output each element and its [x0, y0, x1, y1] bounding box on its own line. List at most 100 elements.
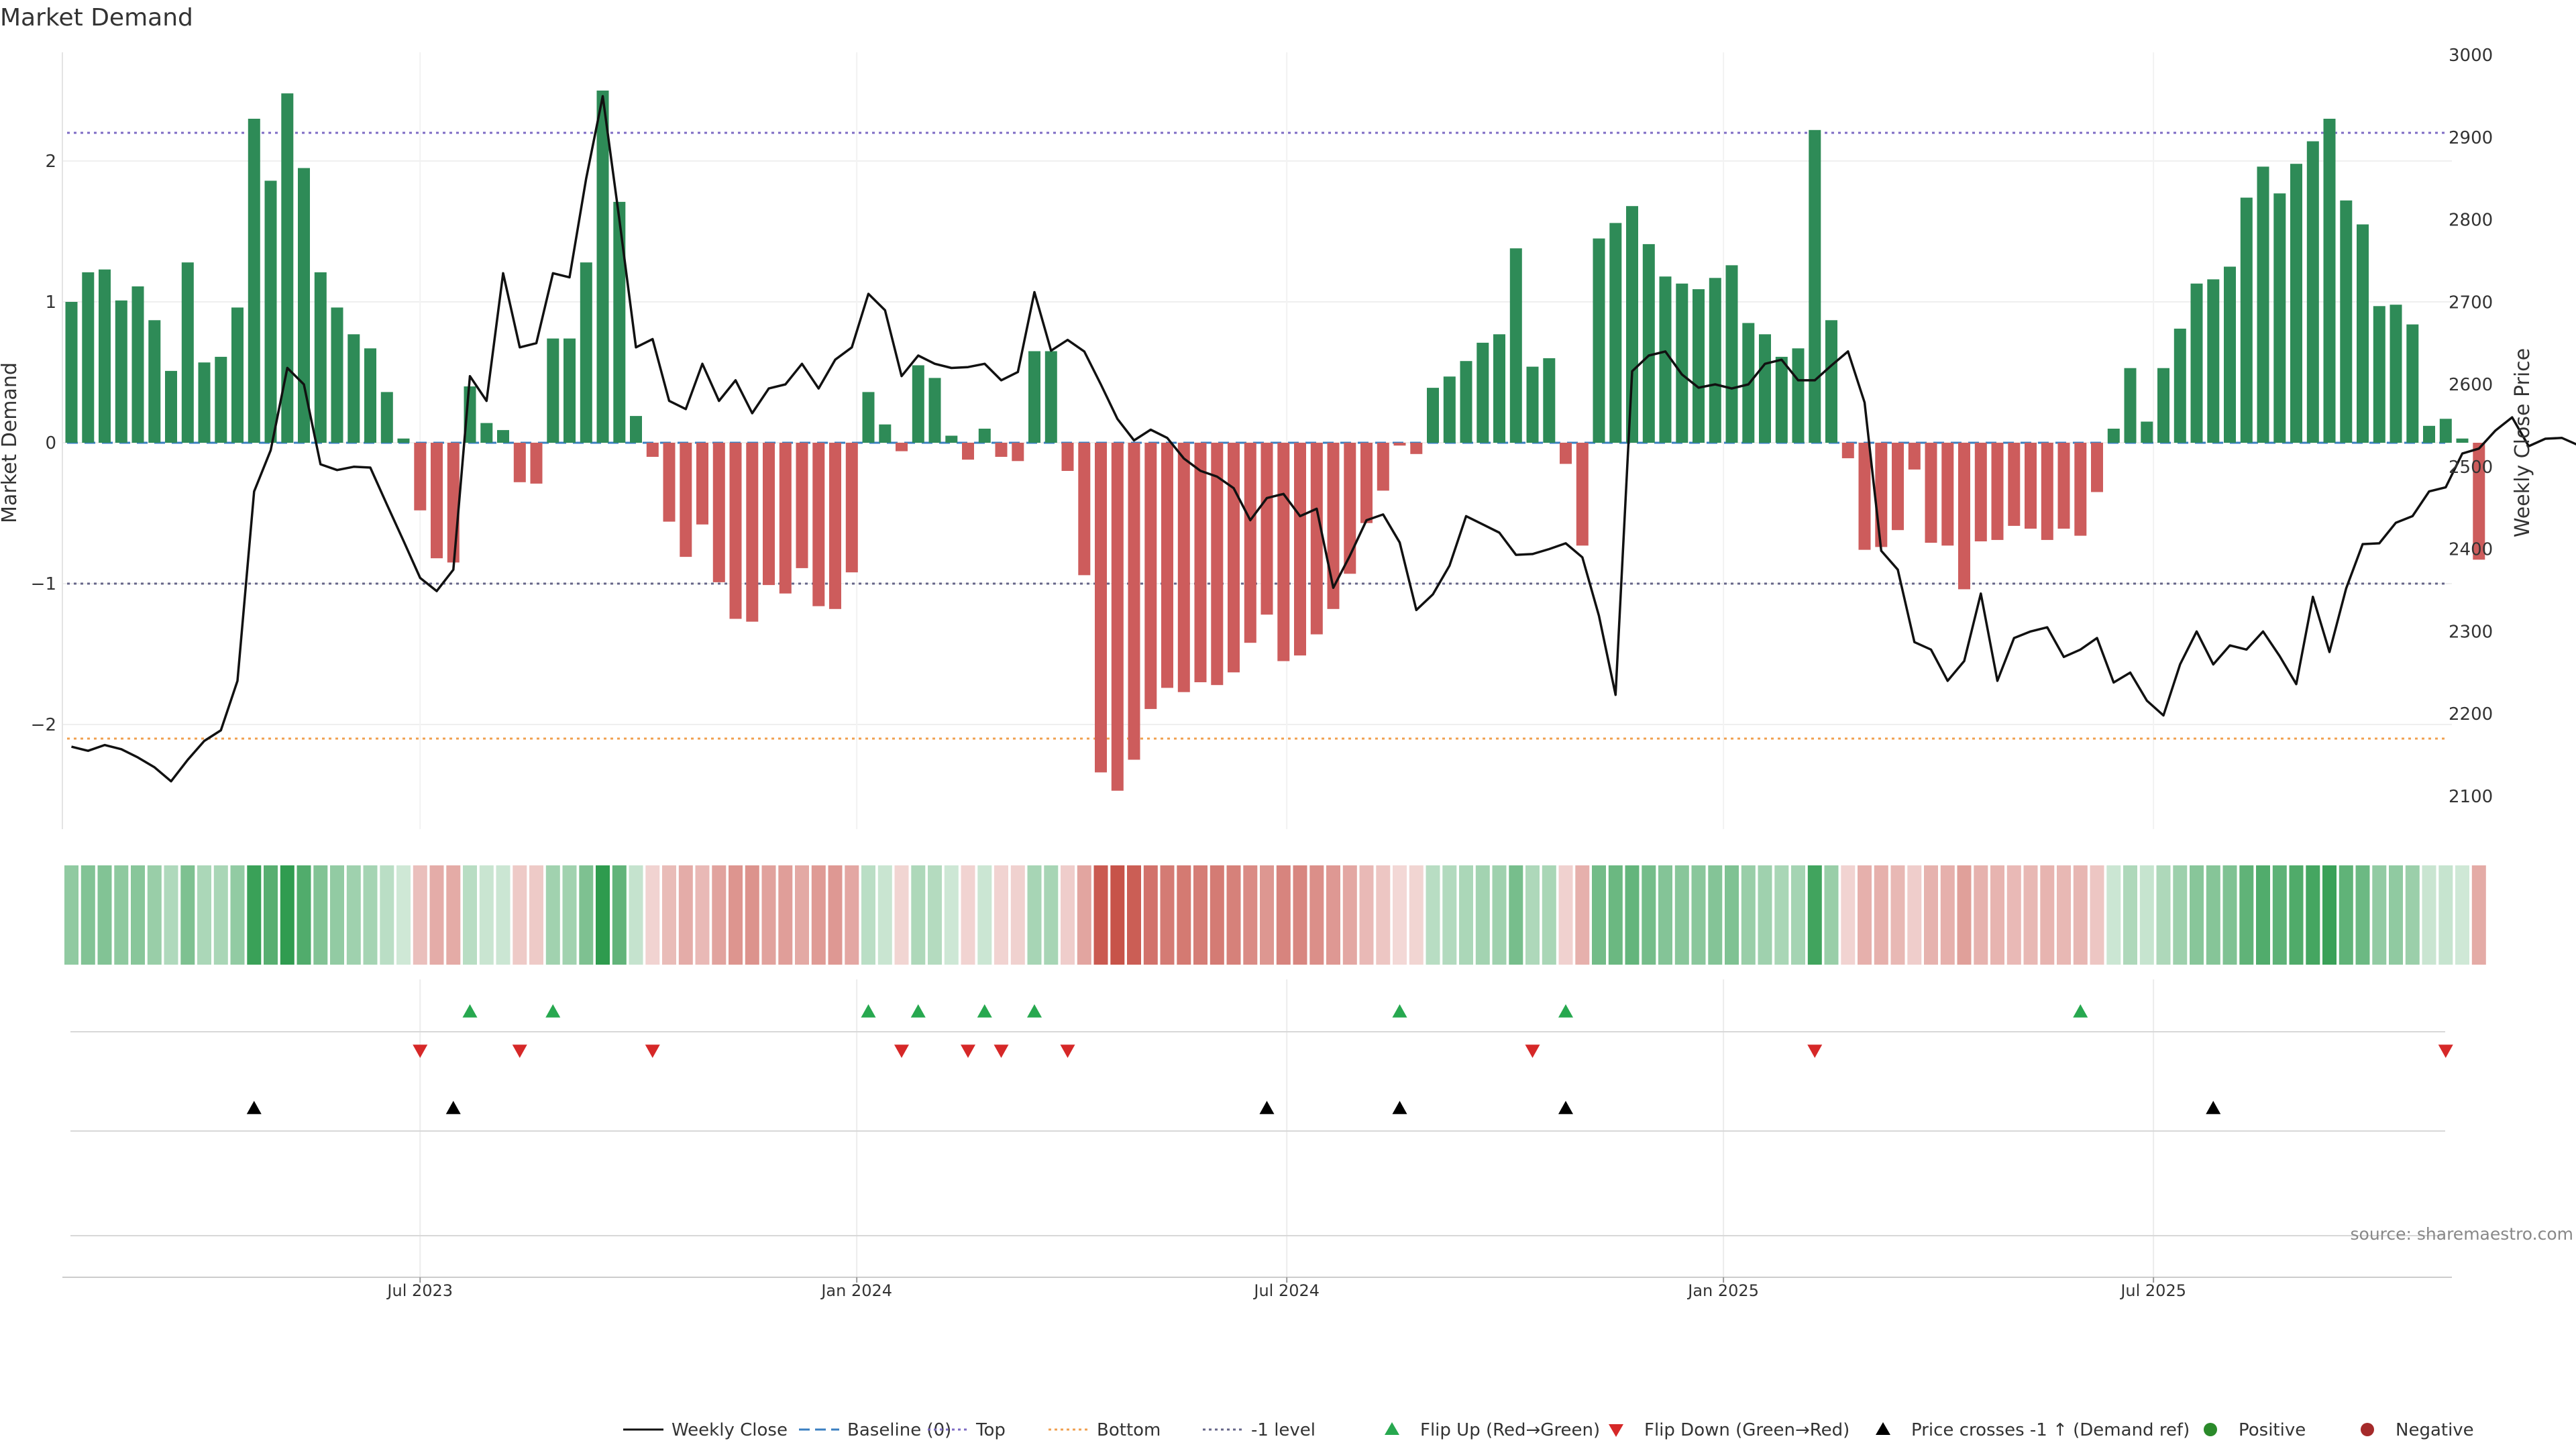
legend-label: Negative [2396, 1420, 2474, 1440]
legend-item: Bottom [1049, 1420, 1161, 1440]
intensity-cell [147, 865, 162, 965]
demand-bar [1061, 443, 1074, 471]
intensity-cell [678, 865, 693, 965]
demand-bar [862, 392, 875, 443]
intensity-cell [911, 865, 926, 965]
demand-bar [912, 365, 924, 443]
intensity-cell [1708, 865, 1723, 965]
demand-bar [1393, 443, 1406, 446]
intensity-cell [1110, 865, 1125, 965]
demand-bar [1460, 361, 1472, 443]
demand-bar [1543, 358, 1556, 443]
demand-bar [397, 438, 410, 443]
intensity-cell [164, 865, 178, 965]
intensity-cell [1010, 865, 1025, 965]
demand-bar [215, 356, 227, 443]
right-y-ticks: 3000 2900 2800 2700 2600 2500 2400 2300 2200 2100 [2449, 46, 2493, 807]
flip-up-marker [1027, 1004, 1042, 1018]
legend-swatch [2361, 1423, 2374, 1436]
demand-bar [1360, 443, 1373, 523]
legend-label: -1 level [1251, 1420, 1316, 1440]
intensity-cell [1741, 865, 1756, 965]
demand-bar [2439, 419, 2452, 443]
intensity-cell [1642, 865, 1656, 965]
intensity-cell [1791, 865, 1805, 965]
demand-bars [65, 91, 2485, 791]
price-cross-marker [2206, 1101, 2221, 1114]
intensity-cell [2057, 865, 2071, 965]
intensity-cell [2206, 865, 2220, 965]
intensity-cell [2006, 865, 2021, 965]
intensity-cell [2106, 865, 2121, 965]
demand-bar [596, 91, 609, 443]
intensity-cell [629, 865, 643, 965]
demand-bar [65, 302, 78, 443]
demand-bar [2141, 421, 2153, 443]
intensity-cell [1127, 865, 1141, 965]
intensity-cell [1442, 865, 1457, 965]
intensity-cell [944, 865, 959, 965]
intensity-cell [1177, 865, 1191, 965]
demand-bar [2157, 368, 2169, 443]
legend-item: Positive [2204, 1420, 2306, 1440]
demand-bar [1427, 388, 1439, 443]
demand-bar [1327, 443, 1340, 609]
flip-up-marker [1558, 1004, 1573, 1018]
intensity-cell [2023, 865, 2038, 965]
demand-bar [1260, 443, 1273, 615]
intensity-cell [778, 865, 793, 965]
x-tick-label: Jul 2025 [2119, 1281, 2186, 1300]
intensity-cell [645, 865, 660, 965]
demand-bar [1775, 356, 1788, 443]
intensity-cell [1475, 865, 1490, 965]
demand-bar [1377, 443, 1389, 491]
chart-title: Market Demand [0, 4, 193, 32]
intensity-cell [579, 865, 594, 965]
demand-bar [2473, 443, 2485, 560]
demand-intensity-band [64, 865, 2486, 965]
demand-bar [1576, 443, 1589, 546]
intensity-cell [2190, 865, 2204, 965]
demand-bar [1825, 320, 1837, 443]
intensity-cell [1957, 865, 1972, 965]
intensity-cell [845, 865, 859, 965]
intensity-cell [2389, 865, 2403, 965]
intensity-cell [479, 865, 494, 965]
demand-bar [2257, 166, 2269, 443]
price-cross-marker [1259, 1101, 1275, 1114]
intensity-cell [413, 865, 427, 965]
intensity-cell [529, 865, 543, 965]
intensity-cell [380, 865, 394, 965]
intensity-cell [1990, 865, 2004, 965]
legend: Weekly Close Baseline (0) Top Bottom -1 leve… [623, 1420, 2474, 1440]
intensity-cell [1974, 865, 1988, 965]
intensity-cell [1376, 865, 1391, 965]
demand-bar [1858, 443, 1871, 550]
intensity-cell [2339, 865, 2353, 965]
demand-bar [1892, 443, 1904, 531]
demand-bar [1161, 443, 1173, 688]
intensity-cell [545, 865, 560, 965]
price-cross-marker [246, 1101, 262, 1114]
demand-bar [281, 93, 294, 443]
intensity-cell [114, 865, 129, 965]
demand-bar [1991, 443, 2004, 540]
demand-bar [1841, 443, 1854, 459]
demand-bar [347, 334, 360, 443]
x-tick-label: Jan 2024 [820, 1281, 892, 1300]
demand-bar [298, 168, 310, 443]
right-tick-label: 2400 [2449, 540, 2493, 560]
intensity-cell [496, 865, 511, 965]
intensity-cell [1359, 865, 1374, 965]
flip-down-marker [2438, 1044, 2453, 1058]
intensity-cell [712, 865, 727, 965]
demand-bar [1028, 351, 1040, 443]
legend-label: Flip Down (Green→Red) [1644, 1420, 1849, 1440]
intensity-cell [1841, 865, 1856, 965]
flip-up-marker [977, 1004, 992, 1018]
demand-bar [547, 338, 559, 443]
intensity-cell [1293, 865, 1307, 965]
intensity-cell [1658, 865, 1672, 965]
intensity-cell [230, 865, 245, 965]
demand-bar [1410, 443, 1423, 454]
